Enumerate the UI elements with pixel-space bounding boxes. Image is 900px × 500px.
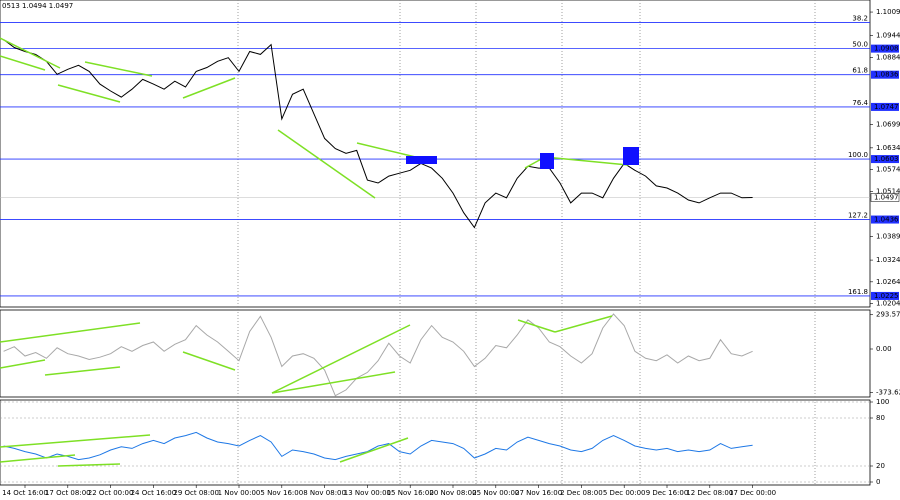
- y-tick-label: 1.0884: [876, 53, 900, 61]
- last-price-label: 1.0497: [874, 193, 899, 201]
- x-tick-label: 17 Dec 00:00: [729, 489, 776, 497]
- divergence-line: [544, 156, 629, 166]
- x-tick-label: 25 Nov 00:00: [472, 489, 519, 497]
- price-label: 1.0747: [874, 103, 899, 111]
- last-price-box: [870, 193, 900, 202]
- divergence-line: [0, 322, 141, 343]
- x-tick-label: 22 Oct 00:00: [88, 489, 134, 497]
- price-label: 1.0603: [874, 155, 899, 163]
- x-tick-label: 2 Dec 08:00: [560, 489, 603, 497]
- series-line: [3, 313, 753, 397]
- divergence-line: [277, 129, 376, 199]
- y-tick-label: 1.0204: [876, 300, 900, 308]
- y-tick-label: 80: [876, 414, 885, 422]
- divergence-line: [0, 359, 46, 369]
- divergence-line: [182, 351, 236, 371]
- fib-label: 76.4: [852, 99, 868, 107]
- divergence-line: [57, 84, 121, 103]
- x-tick-label: 14 Oct 16:00: [2, 489, 48, 497]
- y-tick-label: 1.0389: [876, 233, 900, 241]
- y-tick-label: 0.00: [876, 345, 892, 353]
- price-box: [871, 291, 899, 300]
- fib-label: 61.8: [852, 67, 868, 75]
- x-tick-label: 9 Dec 16:00: [646, 489, 689, 497]
- divergence-line: [339, 437, 409, 463]
- zone-box: [406, 156, 437, 164]
- x-tick-label: 1 Nov 00:00: [218, 489, 261, 497]
- divergence-line: [517, 319, 556, 333]
- fib-label: 50.0: [852, 41, 868, 49]
- x-tick-label: 20 Nov 08:00: [429, 489, 476, 497]
- zone-box: [540, 153, 554, 169]
- price-box: [871, 70, 899, 79]
- cci-panel: [0, 309, 871, 398]
- divergence-line: [554, 315, 613, 333]
- divergence-line: [44, 366, 121, 376]
- x-tick-label: 8 Nov 08:00: [303, 489, 346, 497]
- fib-label: 127.2: [848, 212, 868, 220]
- header: 0513 1.0494 1.0497: [2, 2, 73, 10]
- y-tick-label: 100: [876, 398, 889, 406]
- rsi-panel: [0, 399, 871, 486]
- x-tick-label: 24 Oct 16:00: [131, 489, 177, 497]
- price-box: [871, 102, 899, 111]
- y-tick-label: 1.1009: [876, 8, 900, 16]
- fib-label: 161.8: [848, 288, 868, 296]
- y-tick-label: 1.0514: [876, 187, 900, 195]
- divergence-line: [182, 77, 236, 99]
- fib-label: 100.0: [848, 151, 868, 159]
- y-tick-label: -373.629: [876, 389, 900, 397]
- price-label: 1.0836: [874, 71, 899, 79]
- y-tick-label: 0: [876, 478, 880, 486]
- divergence-line: [271, 324, 411, 394]
- y-tick-label: 1.0944: [876, 32, 900, 40]
- divergence-line: [271, 371, 396, 394]
- price-label: 1.0908: [874, 45, 899, 53]
- divergence-line: [0, 434, 151, 448]
- y-tick-label: 1.0699: [876, 120, 900, 128]
- y-tick-label: 293.5749: [876, 311, 900, 319]
- data-layer: 1.1009 1.0944 1.0884 1.0699 1.0634 1.0574 1.05…: [0, 8, 900, 497]
- divergence-line: [84, 61, 153, 77]
- fib-label: 38.2: [852, 15, 868, 23]
- divergence-line: [0, 37, 61, 69]
- x-tick-label: 5 Nov 16:00: [260, 489, 303, 497]
- y-tick-label: 1.0264: [876, 278, 900, 286]
- divergence-line: [0, 454, 76, 463]
- x-tick-label: 17 Oct 08:00: [45, 489, 91, 497]
- price-box: [871, 215, 899, 224]
- price-label: 1.0225: [874, 292, 899, 300]
- series-line: [3, 431, 753, 461]
- x-tick-label: 13 Nov 00:00: [344, 489, 391, 497]
- y-tick-label: 1.0574: [876, 166, 900, 174]
- x-tick-label: 29 Oct 08:00: [173, 489, 219, 497]
- price-label: 1.0436: [874, 216, 899, 224]
- price-box: [871, 44, 899, 53]
- separators: [237, 0, 816, 485]
- divergence-line: [57, 463, 121, 467]
- price-box: [871, 155, 899, 164]
- divergence-line: [0, 55, 46, 71]
- y-tick-label: 1.0324: [876, 256, 900, 264]
- x-tick-label: 15 Nov 16:00: [387, 489, 434, 497]
- y-tick-label: 1.0634: [876, 144, 900, 152]
- y-tick-label: 20: [876, 462, 885, 470]
- x-tick-label: 5 Dec 00:00: [603, 489, 646, 497]
- x-tick-label: 12 Dec 08:00: [686, 489, 733, 497]
- x-tick-label: 27 Nov 16:00: [515, 489, 562, 497]
- annotations: [0, 37, 639, 467]
- zone-box: [623, 147, 639, 165]
- price-panel: [0, 0, 871, 308]
